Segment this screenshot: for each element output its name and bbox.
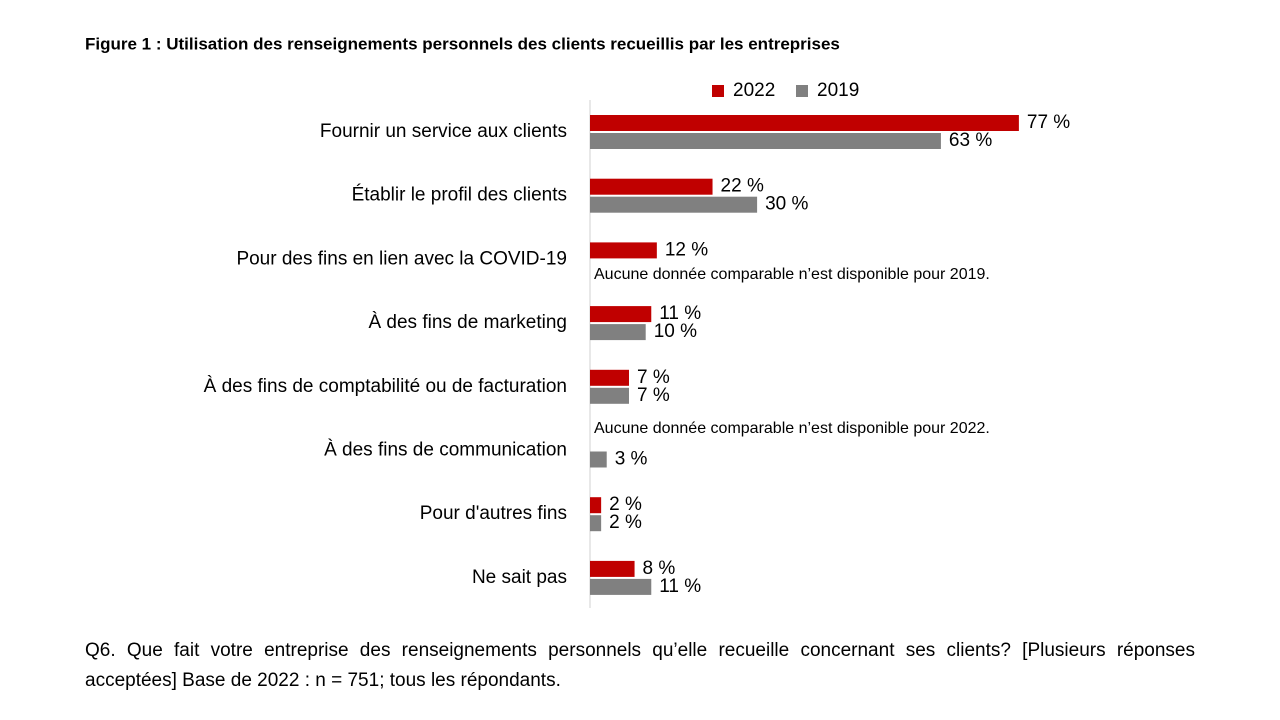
value-label: 12 % xyxy=(665,239,708,260)
bar xyxy=(590,451,607,468)
category-label: Établir le profil des clients xyxy=(352,185,567,206)
category-label: Pour des fins en lien avec la COVID-19 xyxy=(236,248,567,269)
bar xyxy=(590,133,941,149)
legend-swatch xyxy=(796,85,808,97)
value-label: 10 % xyxy=(654,321,697,342)
value-label: 11 % xyxy=(659,303,701,324)
bar xyxy=(590,196,758,213)
category-label: À des fins de comptabilité ou de factura… xyxy=(204,376,567,397)
chart-title: Figure 1 : Utilisation des renseignement… xyxy=(85,34,840,53)
bar xyxy=(590,387,629,404)
value-label: 77 % xyxy=(1027,112,1070,133)
value-label: 7 % xyxy=(637,367,670,388)
value-label: 3 % xyxy=(615,449,648,470)
footnote: Q6. Que fait votre entreprise des rensei… xyxy=(85,640,1195,691)
bar xyxy=(590,242,657,259)
category-label: À des fins de marketing xyxy=(368,312,567,333)
value-label: 2 % xyxy=(609,512,642,533)
legend-label: 2019 xyxy=(817,80,859,101)
value-label: 63 % xyxy=(949,130,992,151)
value-label: 2 % xyxy=(609,494,642,515)
bar xyxy=(590,115,1019,131)
category-label: Ne sait pas xyxy=(472,567,567,588)
category-label: Pour d'autres fins xyxy=(420,503,567,524)
category-label: À des fins de communication xyxy=(324,440,567,461)
bar xyxy=(590,497,602,514)
legend-label: 2022 xyxy=(733,80,775,101)
bar xyxy=(590,560,635,577)
value-label: 7 % xyxy=(637,385,670,406)
value-label: 11 % xyxy=(659,576,701,597)
category-label: Fournir un service aux clients xyxy=(320,121,567,142)
bar xyxy=(590,515,602,532)
bar xyxy=(590,324,646,341)
bar xyxy=(590,369,629,386)
legend-swatch xyxy=(712,85,724,97)
value-label: 8 % xyxy=(643,558,676,579)
value-label: 30 % xyxy=(765,194,808,215)
value-label: 22 % xyxy=(721,176,764,197)
annotation: Aucune donnée comparable n’est disponibl… xyxy=(594,266,990,283)
bar xyxy=(590,178,713,195)
annotation: Aucune donnée comparable n’est disponibl… xyxy=(594,420,990,437)
bar xyxy=(590,306,652,323)
bar xyxy=(590,578,652,595)
